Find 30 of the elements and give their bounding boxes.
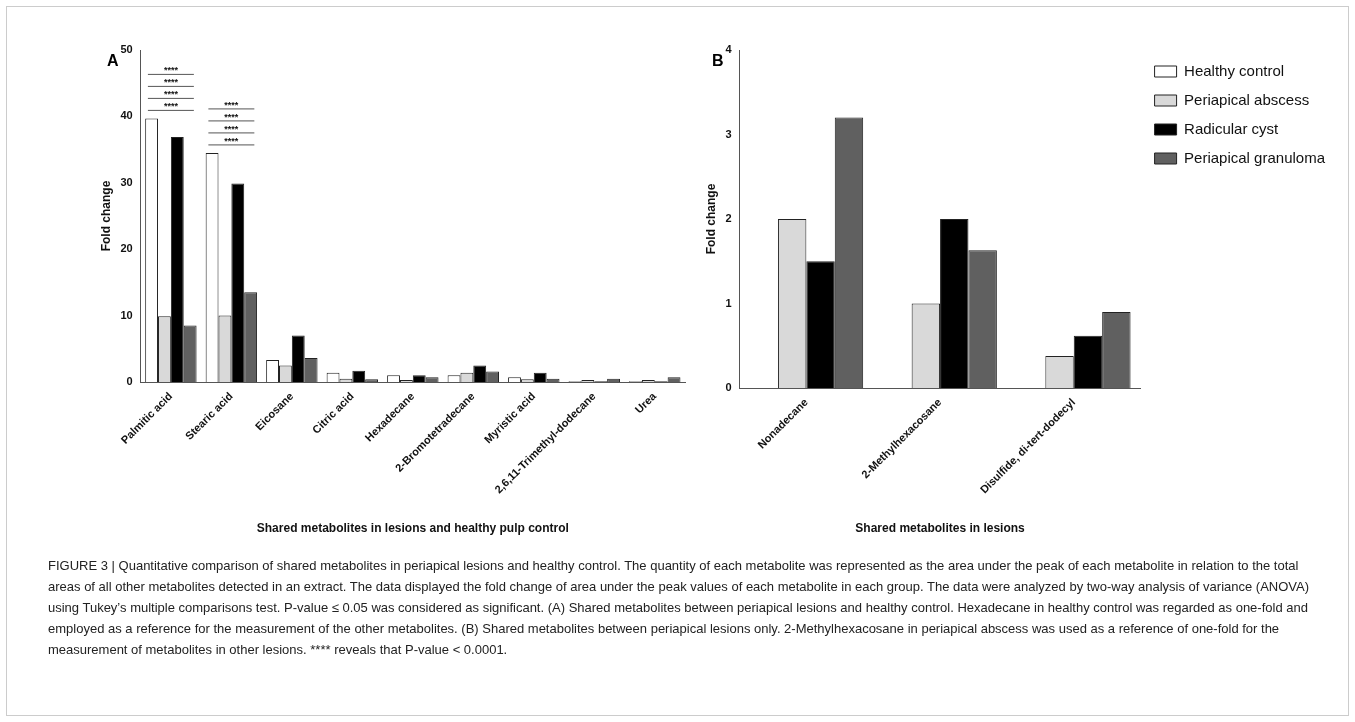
y-tick-label: 1 bbox=[725, 296, 732, 309]
text: B bbox=[712, 52, 724, 70]
y-tick-label: 40 bbox=[120, 109, 133, 122]
y-tick-label: 10 bbox=[120, 308, 133, 321]
annotation: **** bbox=[163, 65, 179, 76]
annotation: **** bbox=[163, 77, 179, 88]
y-tick-label: 20 bbox=[120, 242, 133, 255]
y-tick-label: 4 bbox=[725, 43, 733, 56]
annotation: **** bbox=[224, 123, 239, 134]
caption: FIGURE 3 | Quantitative comparison of shared metabolites in periapical lesions and healthy control. The quantity of each metabolite was represented as the area under the peak of each metabolite in relation to the total areas of all other metabolites detected in an extract. The data displayed the fold change of area under the peak values of each metabolite in each group. The data were analyzed by two-way analysis of variance (ANOVA) using Tukey’s multiple comparisons test. P-value ≤ 0.05 was considered as significant. (A) Shared metabolites between periapical lesions and healthy control. Hexadecane in healthy control was regarded as one-fold and employed as a reference for the measurement of the other metabolites. (B) Shared metabolites between periapical lesions only. 2-Methylhexacosane in periapical abscess was used as a reference of one-fold for the measurement of metabolites in other lesions. **** reveals that P-value < 0.0001. bbox=[48, 557, 1311, 659]
y-axis-title: Fold change bbox=[98, 180, 113, 252]
x-axis-title: Shared metabolites in lesions and healthy pulp control bbox=[256, 521, 569, 536]
annotation: **** bbox=[224, 135, 239, 146]
x-axis-title: Shared metabolites in lesions bbox=[855, 521, 1026, 536]
y-tick-label: 30 bbox=[120, 175, 133, 188]
text: A bbox=[107, 52, 119, 70]
legend-label: Periapical granuloma bbox=[1184, 148, 1326, 166]
y-axis-title: Fold change bbox=[703, 183, 718, 255]
y-tick-label: 50 bbox=[120, 43, 133, 56]
legend-label: Periapical abscess bbox=[1184, 90, 1310, 108]
y-tick-label: 0 bbox=[725, 381, 732, 394]
legend-label: Healthy control bbox=[1184, 61, 1285, 79]
y-tick-label: 2 bbox=[725, 212, 732, 225]
y-tick-label: 0 bbox=[126, 375, 133, 388]
annotation: **** bbox=[163, 101, 179, 112]
annotation: **** bbox=[224, 99, 239, 110]
annotation: **** bbox=[224, 111, 239, 122]
y-tick-label: 3 bbox=[725, 127, 732, 140]
legend-label: Radicular cyst bbox=[1184, 119, 1280, 137]
annotation: **** bbox=[163, 89, 179, 100]
